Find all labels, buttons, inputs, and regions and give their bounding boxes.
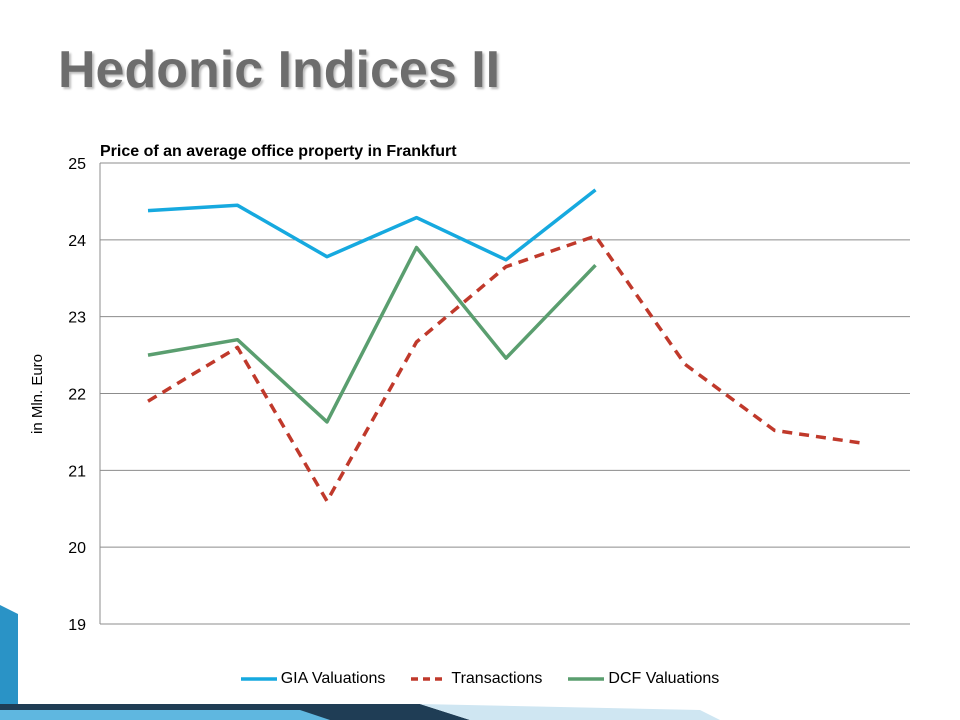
y-tick-label: 23 xyxy=(68,310,86,327)
y-tick-labels: 19 20 21 22 23 24 25 xyxy=(68,156,86,634)
legend-item: GIA Valuations xyxy=(240,670,386,688)
series-lines xyxy=(147,188,865,503)
legend-item: DCF Valuations xyxy=(568,670,719,688)
legend-label: DCF Valuations xyxy=(608,670,720,687)
y-tick-label: 25 xyxy=(68,156,86,173)
legend-swatch xyxy=(411,677,448,681)
y-tick-label: 19 xyxy=(68,617,86,634)
legend-label: GIA Valuations xyxy=(280,670,386,687)
y-tick-label: 22 xyxy=(68,387,86,404)
series-line-transactions xyxy=(147,234,865,503)
y-tick-label: 24 xyxy=(68,233,86,250)
gridlines xyxy=(99,162,910,625)
y-tick-label: 20 xyxy=(68,540,86,557)
y-tick-label: 21 xyxy=(68,463,86,480)
chart-legend: GIA Valuations Transactions DCF Valuations xyxy=(0,666,960,692)
legend-swatch xyxy=(568,677,605,681)
y-axis-label: in Mln. Euro xyxy=(29,354,46,434)
chart-title: Price of an average office property in F… xyxy=(100,143,457,160)
series-line-gia-valuations xyxy=(147,188,597,262)
slide-title: Hedonic Indices II xyxy=(58,41,501,99)
legend-label: Transactions xyxy=(451,670,543,687)
legend-swatch xyxy=(240,677,277,681)
legend-item: Transactions xyxy=(411,670,542,688)
series-line-dcf-valuations xyxy=(147,245,597,424)
